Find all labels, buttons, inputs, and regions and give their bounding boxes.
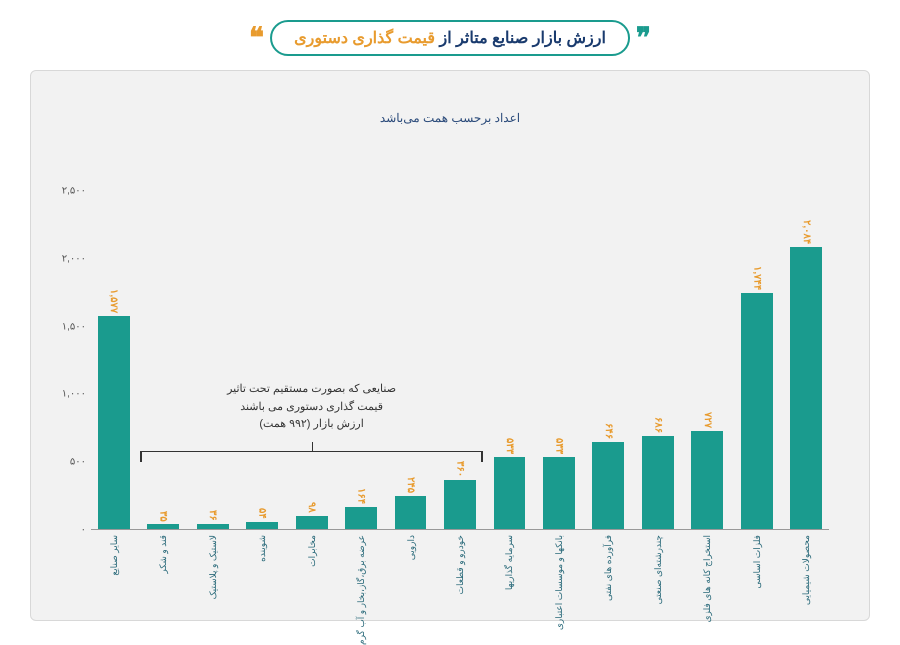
chart-plot: ۰۵۰۰۱,۰۰۰۱,۵۰۰۲,۰۰۰۲,۵۰۰ ۲,۰۸۴محصولات شی… bbox=[91, 191, 829, 530]
bar-value-label: ۵۴ bbox=[257, 508, 268, 519]
bar-category-label: محصولات شیمیایی bbox=[801, 535, 811, 605]
bar-category-label: سرمایه گذاریها bbox=[504, 535, 514, 590]
bar-rect bbox=[345, 507, 377, 529]
bars-container: ۲,۰۸۴محصولات شیمیایی۱,۷۴۴فلزات اساسی۷۲۷ا… bbox=[91, 191, 829, 530]
bar-rect bbox=[543, 457, 575, 529]
bar-category-label: قند و شکر bbox=[158, 535, 168, 574]
bar-value-label: ۱,۵۷۷ bbox=[108, 289, 119, 313]
bar-category-label: عرضه برق،گاز،بخار و آب گرم bbox=[356, 535, 366, 645]
bar-value-label: ۶۸۶ bbox=[652, 417, 663, 433]
y-axis: ۰۵۰۰۱,۰۰۰۱,۵۰۰۲,۰۰۰۲,۵۰۰ bbox=[41, 191, 86, 530]
bar-column: ۱,۷۴۴فلزات اساسی bbox=[734, 191, 779, 529]
y-tick-label: ۱,۵۰۰ bbox=[41, 321, 86, 332]
bar-column: ۳۶لاستیک و پلاستیک bbox=[190, 191, 235, 529]
chart-frame: اعداد برحسب همت می‌باشد ۰۵۰۰۱,۰۰۰۱,۵۰۰۲,… bbox=[30, 70, 870, 621]
chart-subtitle: اعداد برحسب همت می‌باشد bbox=[380, 111, 520, 125]
title-plain: ارزش بازار صنایع متاثر از bbox=[435, 30, 606, 47]
bar-column: ۵۳۳بانکها و موسسات اعتباری bbox=[536, 191, 581, 529]
annotation-text: صنایعی که بصورت مستقیم تحت تاثیر قیمت گذ… bbox=[192, 381, 432, 434]
bar-column: ۱۶۴عرضه برق،گاز،بخار و آب گرم bbox=[338, 191, 383, 529]
bar-category-label: فرآورده های نفتی bbox=[603, 535, 613, 601]
bar-category-label: فلزات اساسی bbox=[752, 535, 762, 589]
bar-column: ۵۴شوینده bbox=[239, 191, 284, 529]
bar-column: ۳۵قند و شکر bbox=[140, 191, 185, 529]
bar-value-label: ۳۵ bbox=[158, 511, 169, 522]
bar-column: ۶۸۶چندرشته‌ای صنعتی bbox=[635, 191, 680, 529]
bar-category-label: سایر صنایع bbox=[109, 535, 119, 576]
bar-value-label: ۲۴۵ bbox=[405, 477, 416, 493]
bar-category-label: چندرشته‌ای صنعتی bbox=[653, 535, 663, 604]
bar-rect bbox=[592, 442, 624, 529]
bar-rect bbox=[741, 293, 773, 529]
bar-rect bbox=[494, 457, 526, 529]
header-title: ❞ ارزش بازار صنایع متاثر از قیمت گذاری د… bbox=[249, 20, 651, 56]
bar-column: ۱,۵۷۷سایر صنایع bbox=[91, 191, 136, 529]
annotation-brace bbox=[140, 451, 482, 461]
bar-column: ۲۴۵دارویی bbox=[388, 191, 433, 529]
y-tick-label: ۱,۰۰۰ bbox=[41, 389, 86, 400]
title-accent: قیمت گذاری دستوری bbox=[294, 30, 435, 47]
bar-value-label: ۱,۷۴۴ bbox=[751, 266, 762, 290]
title-pill: ارزش بازار صنایع متاثر از قیمت گذاری دست… bbox=[270, 20, 630, 56]
bar-category-label: لاستیک و پلاستیک bbox=[208, 535, 218, 599]
annotation-line: قیمت گذاری دستوری می باشند bbox=[192, 399, 432, 417]
bar-category-label: دارویی bbox=[406, 535, 416, 560]
annotation-line: ارزش بازار (۹۹۲ همت) bbox=[192, 416, 432, 434]
bar-value-label: ۳۶ bbox=[207, 510, 218, 521]
bar-column: ۹۸مخابرات bbox=[289, 191, 334, 529]
y-tick-label: ۲,۵۰۰ bbox=[41, 186, 86, 197]
bar-rect bbox=[296, 516, 328, 529]
y-tick-label: ۲,۰۰۰ bbox=[41, 253, 86, 264]
bar-category-label: مخابرات bbox=[307, 535, 317, 567]
bar-value-label: ۶۴۶ bbox=[603, 423, 614, 439]
y-tick-label: ۰ bbox=[41, 525, 86, 536]
bar-rect bbox=[395, 496, 427, 529]
bar-category-label: خودرو و قطعات bbox=[455, 535, 465, 595]
bar-rect bbox=[790, 247, 822, 529]
bar-column: ۶۴۶فرآورده های نفتی bbox=[586, 191, 631, 529]
bar-value-label: ۵۳۳ bbox=[504, 438, 515, 454]
bar-category-label: بانکها و موسسات اعتباری bbox=[554, 535, 564, 630]
bar-category-label: شوینده bbox=[257, 535, 267, 562]
bar-category-label: استخراج کانه های فلزی bbox=[702, 535, 712, 623]
bar-rect bbox=[246, 522, 278, 529]
bar-rect bbox=[197, 524, 229, 529]
bar-value-label: ۷۲۷ bbox=[702, 412, 713, 428]
bar-value-label: ۱۶۴ bbox=[356, 488, 367, 504]
bar-rect bbox=[147, 524, 179, 529]
bar-column: ۵۳۳سرمایه گذاریها bbox=[487, 191, 532, 529]
bar-column: ۷۲۷استخراج کانه های فلزی bbox=[685, 191, 730, 529]
bar-value-label: ۳۶۰ bbox=[454, 461, 465, 477]
bar-column: ۳۶۰خودرو و قطعات bbox=[437, 191, 482, 529]
bar-value-label: ۹۸ bbox=[306, 502, 317, 513]
bar-value-label: ۲,۰۸۴ bbox=[801, 220, 812, 244]
bar-rect bbox=[98, 316, 130, 529]
y-tick-label: ۵۰۰ bbox=[41, 457, 86, 468]
bar-rect bbox=[642, 436, 674, 529]
quote-icon: ❞ bbox=[636, 24, 651, 52]
bar-rect bbox=[691, 431, 723, 529]
bar-rect bbox=[444, 480, 476, 529]
bar-value-label: ۵۳۳ bbox=[553, 438, 564, 454]
bar-column: ۲,۰۸۴محصولات شیمیایی bbox=[784, 191, 829, 529]
quote-icon: ❝ bbox=[249, 24, 264, 52]
annotation-line: صنایعی که بصورت مستقیم تحت تاثیر bbox=[192, 381, 432, 399]
